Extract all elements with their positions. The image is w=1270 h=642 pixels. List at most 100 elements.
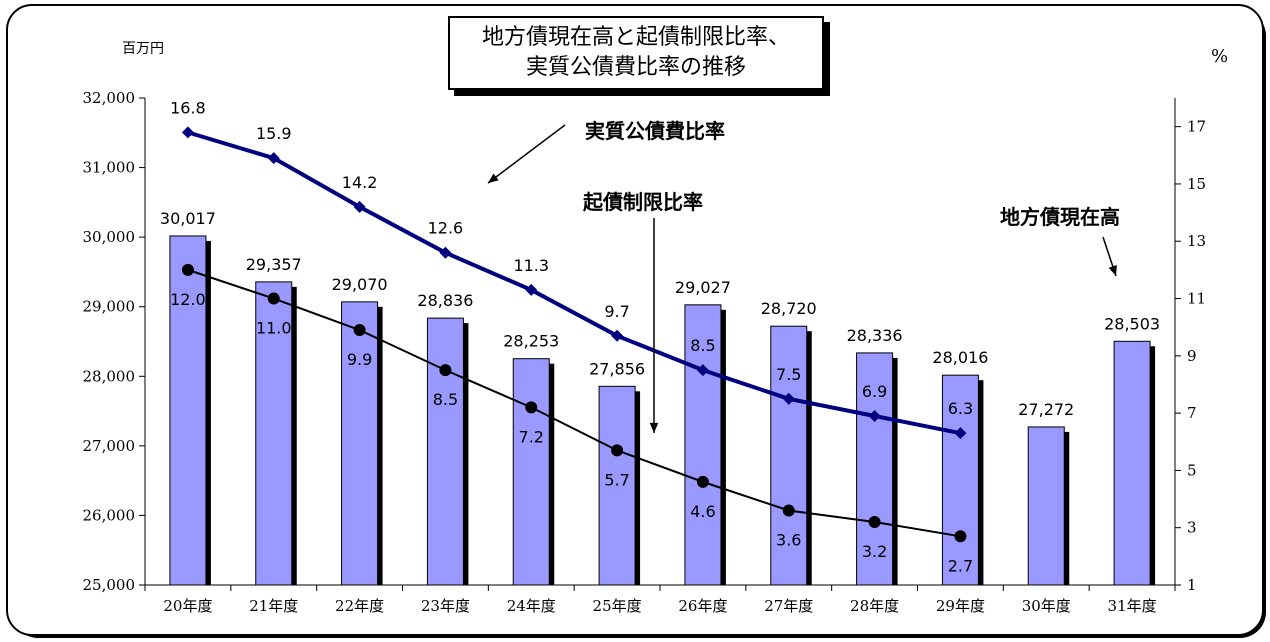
bar-value-label: 28,836	[417, 291, 473, 310]
x-tick-label: 26年度	[678, 597, 727, 615]
jisshitsu-value-label: 12.6	[428, 219, 464, 238]
callout-jisshitsu: 実質公債費比率	[585, 119, 725, 143]
jisshitsu-value-label: 14.2	[342, 173, 378, 192]
right-tick-label: 9	[1187, 347, 1197, 365]
bar-value-label: 28,720	[761, 299, 817, 318]
bar	[1027, 426, 1065, 586]
bar	[341, 301, 379, 586]
bar-value-label: 27,856	[589, 359, 645, 378]
left-tick-label: 31,000	[83, 159, 136, 177]
jisshitsu-point	[525, 283, 538, 296]
kisai-point	[782, 504, 795, 517]
bar	[684, 304, 722, 586]
jisshitsu-value-label: 11.3	[513, 256, 549, 275]
x-tick-label: 20年度	[163, 597, 212, 615]
kisai-value-label: 12.0	[170, 290, 206, 309]
jisshitsu-point	[782, 392, 795, 405]
jisshitsu-value-label: 9.7	[604, 302, 629, 321]
bar-value-label: 28,503	[1104, 314, 1160, 333]
jisshitsu-value-label: 6.3	[948, 399, 973, 418]
bar-value-label: 28,336	[847, 326, 903, 345]
kisai-point	[181, 263, 194, 276]
right-tick-label: 1	[1187, 576, 1197, 594]
kisai-value-label: 3.2	[862, 542, 887, 561]
chart-title-line2: 実質公債費比率の推移	[525, 55, 746, 80]
right-tick-label: 15	[1187, 175, 1206, 193]
jisshitsu-value-label: 16.8	[170, 98, 206, 117]
kisai-value-label: 9.9	[347, 350, 372, 369]
jisshitsu-value-label: 6.9	[862, 382, 887, 401]
bar	[169, 235, 207, 586]
kisai-point	[525, 401, 538, 414]
left-tick-label: 28,000	[83, 367, 136, 385]
chart-title-line1: 地方債現在高と起債制限比率、	[481, 25, 790, 50]
jisshitsu-point	[181, 126, 194, 139]
x-tick-label: 25年度	[593, 597, 642, 615]
jisshitsu-arrow-shaft	[487, 124, 566, 184]
bar-value-label: 29,070	[332, 275, 388, 294]
kisai-value-label: 4.6	[690, 502, 715, 521]
jisshitsu-point	[868, 409, 881, 422]
x-tick-label: 22年度	[335, 597, 384, 615]
left-tick-label: 29,000	[83, 298, 136, 316]
bar-value-label: 27,272	[1018, 400, 1074, 419]
left-tick-label: 30,000	[83, 228, 136, 246]
jisshitsu-point	[353, 200, 366, 213]
bar	[856, 352, 894, 586]
x-tick-label: 23年度	[421, 597, 470, 615]
kisai-value-label: 11.0	[256, 319, 292, 338]
callout-kisai: 起債制限比率	[583, 190, 703, 214]
x-tick-label: 29年度	[936, 597, 985, 615]
right-tick-label: 5	[1187, 461, 1197, 479]
right-tick-label: 7	[1187, 404, 1197, 422]
bar	[1113, 340, 1151, 586]
x-tick-label: 21年度	[249, 597, 298, 615]
kisai-point	[439, 364, 452, 377]
chihousai-arrow-head	[1108, 265, 1117, 276]
kisai-point	[954, 530, 967, 543]
x-tick-label: 24年度	[507, 597, 556, 615]
left-tick-label: 26,000	[83, 506, 136, 524]
bar-value-label: 28,253	[503, 332, 559, 351]
bar	[770, 325, 808, 586]
bar-value-label: 28,016	[932, 348, 988, 367]
chart-title: 地方債現在高と起債制限比率、 実質公債費比率の推移	[448, 16, 824, 90]
jisshitsu-point	[439, 246, 452, 259]
kisai-line	[187, 268, 961, 538]
jisshitsu-value-label: 15.9	[256, 124, 292, 143]
jisshitsu-line	[187, 130, 961, 436]
callout-chihousai: 地方債現在高	[1000, 205, 1120, 229]
kisai-point	[267, 292, 280, 305]
left-tick-label: 25,000	[83, 576, 136, 594]
right-tick-label: 11	[1187, 290, 1206, 308]
kisai-point	[353, 324, 366, 337]
jisshitsu-point	[954, 427, 967, 440]
kisai-value-label: 2.7	[948, 556, 973, 575]
bar-value-label: 30,017	[160, 209, 216, 228]
kisai-value-label: 8.5	[433, 390, 458, 409]
bar	[426, 317, 464, 586]
kisai-value-label: 3.6	[776, 531, 801, 550]
x-tick-label: 27年度	[764, 597, 813, 615]
bar	[941, 374, 979, 586]
jisshitsu-arrow-head	[488, 173, 499, 183]
kisai-point	[696, 475, 709, 488]
jisshitsu-point	[267, 152, 280, 165]
bar	[598, 385, 636, 586]
jisshitsu-value-label: 7.5	[776, 365, 801, 384]
left-axis-unit: 百万円	[122, 41, 164, 57]
kisai-point	[868, 515, 881, 528]
jisshitsu-value-label: 8.5	[690, 336, 715, 355]
kisai-point	[611, 444, 624, 457]
bar	[512, 358, 550, 586]
right-axis-unit: %	[1211, 46, 1229, 67]
kisai-arrow-head	[649, 422, 659, 433]
x-tick-label: 30年度	[1022, 597, 1071, 615]
right-tick-label: 3	[1187, 519, 1197, 537]
x-tick-label: 28年度	[850, 597, 899, 615]
kisai-value-label: 5.7	[604, 470, 629, 489]
bar-value-label: 29,027	[675, 278, 731, 297]
bar-value-label: 29,357	[246, 255, 302, 274]
right-tick-label: 13	[1187, 232, 1206, 250]
